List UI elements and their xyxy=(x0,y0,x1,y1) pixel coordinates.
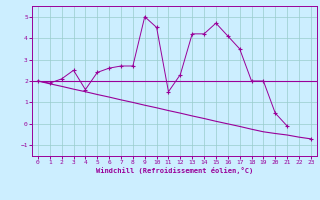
X-axis label: Windchill (Refroidissement éolien,°C): Windchill (Refroidissement éolien,°C) xyxy=(96,167,253,174)
